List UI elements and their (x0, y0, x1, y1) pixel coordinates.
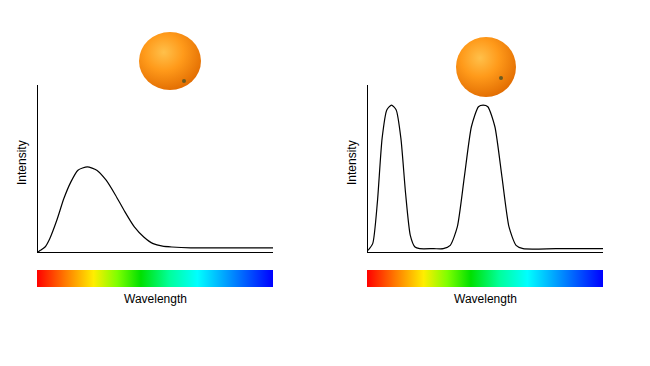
svg-text:Intensity: Intensity (345, 140, 359, 185)
svg-text:Intensity: Intensity (15, 140, 29, 185)
svg-text:Wavelength: Wavelength (454, 292, 517, 306)
svg-text:Wavelength: Wavelength (124, 292, 187, 306)
